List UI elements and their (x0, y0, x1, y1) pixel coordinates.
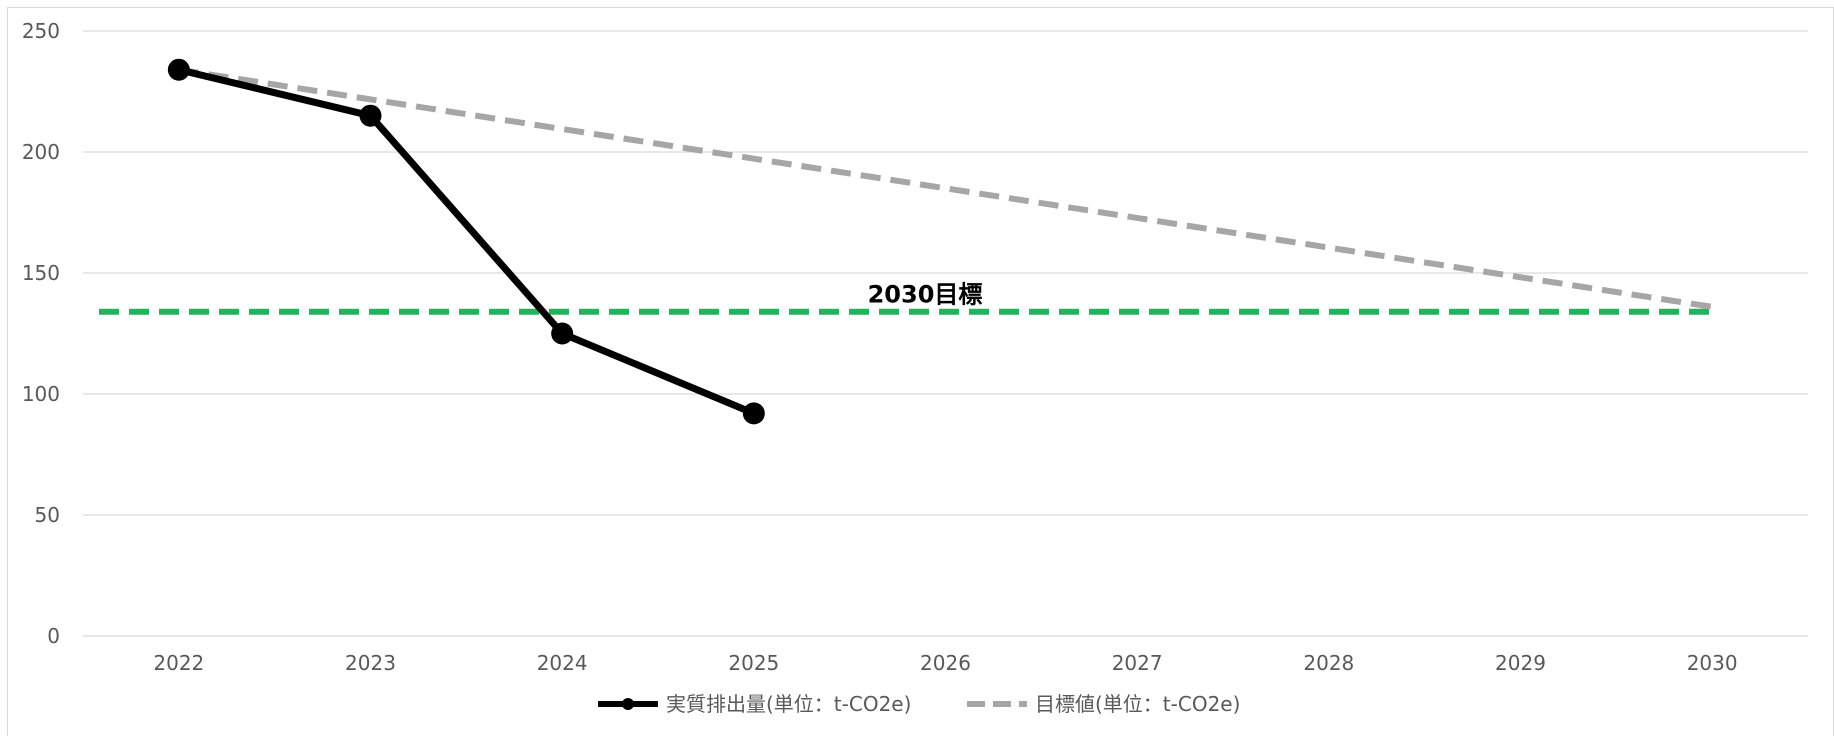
legend-item: 目標値(単位：t-CO2e) (967, 692, 1240, 716)
reference-line-group: 2030目標 (99, 281, 1716, 315)
x-tick-label: 2022 (153, 651, 204, 675)
legend: 実質排出量(単位：t-CO2e) 目標値(単位：t-CO2e) (598, 692, 1240, 716)
data-point (359, 104, 382, 127)
x-tick-label: 2029 (1495, 651, 1546, 675)
y-tick-label: 0 (47, 624, 60, 648)
gridlines (83, 30, 1808, 637)
x-tick-label: 2027 (1112, 651, 1163, 675)
x-tick-label: 2024 (537, 651, 588, 675)
legend-marker (622, 698, 634, 710)
y-tick-label: 100 (22, 382, 60, 406)
data-point (742, 402, 765, 425)
data-point (167, 58, 190, 81)
legend-item: 実質排出量(単位：t-CO2e) (598, 692, 911, 716)
x-tick-label: 2028 (1303, 651, 1354, 675)
series-line-0 (178, 66, 756, 417)
series-group (167, 58, 1713, 425)
legend-label: 目標値(単位：t-CO2e) (1035, 692, 1240, 716)
x-tick-label: 2023 (345, 651, 396, 675)
legend-label: 実質排出量(単位：t-CO2e) (666, 692, 911, 716)
y-tick-label: 150 (22, 261, 60, 285)
x-axis: 2022 2023 2024 2025 2026 2027 2028 2029 2030 (153, 651, 1737, 675)
y-tick-label: 250 (22, 19, 60, 43)
x-tick-label: 2030 (1687, 651, 1738, 675)
chart-frame (7, 7, 1834, 740)
series-line-1 (178, 66, 1713, 310)
y-axis: 0 50 100 150 200 250 (22, 19, 60, 648)
x-tick-label: 2025 (728, 651, 779, 675)
y-tick-label: 200 (22, 140, 60, 164)
data-point (551, 322, 574, 345)
x-tick-label: 2026 (920, 651, 971, 675)
reference-line-label: 2030目標 (868, 281, 983, 309)
y-tick-label: 50 (35, 503, 60, 527)
